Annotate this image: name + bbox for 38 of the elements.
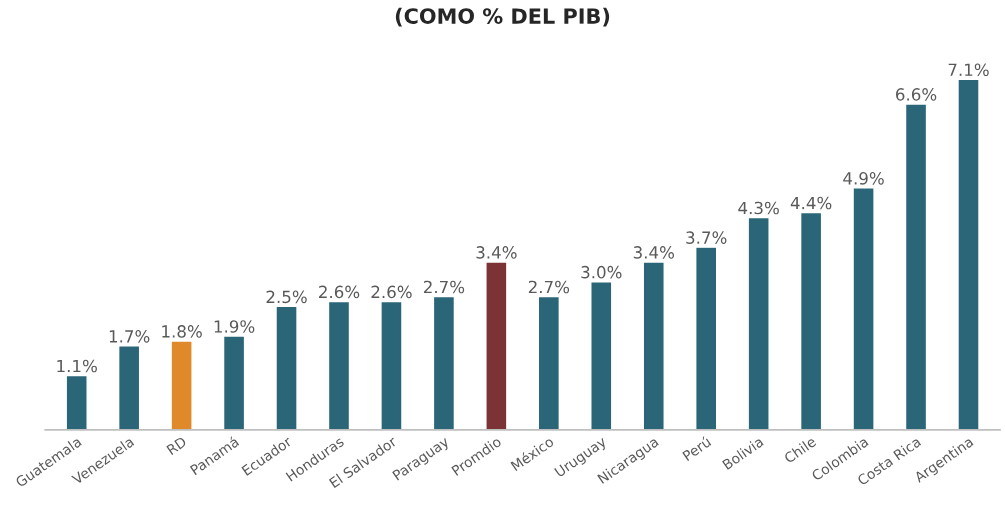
data-label: 2.6% — [371, 285, 412, 299]
bar — [327, 300, 351, 430]
data-label: 6.6% — [896, 88, 937, 101]
bar — [852, 187, 875, 430]
data-label: 2.6% — [319, 285, 360, 299]
data-label: 3.4% — [476, 246, 517, 259]
bar — [222, 335, 246, 430]
bar — [695, 246, 718, 430]
data-label: 4.4% — [790, 196, 832, 210]
data-label: 2.5% — [266, 290, 307, 304]
chart-title: (COMO % DEL PIB) — [395, 7, 610, 27]
bar — [275, 305, 298, 430]
data-label: 1.7% — [109, 330, 150, 343]
data-label: 4.9% — [843, 172, 884, 185]
data-label: 1.9% — [214, 320, 255, 333]
bar — [117, 345, 141, 430]
x-tick-label: RD — [166, 436, 187, 455]
bar — [537, 295, 561, 430]
bar — [747, 216, 770, 430]
data-label: 3.0% — [581, 265, 622, 279]
bar — [432, 295, 456, 430]
bar — [904, 103, 928, 430]
data-label: 2.7% — [423, 280, 465, 294]
bar — [799, 211, 823, 430]
bar — [957, 78, 980, 430]
bar — [642, 261, 665, 430]
bar — [485, 261, 508, 430]
bar — [170, 340, 193, 430]
data-label: 2.7% — [528, 280, 570, 294]
data-label: 3.4% — [633, 246, 674, 259]
data-label: 1.1% — [57, 359, 97, 373]
data-label: 7.1% — [948, 63, 989, 77]
bar — [590, 280, 613, 430]
bar — [380, 300, 403, 430]
data-label: 3.7% — [686, 231, 727, 244]
bar — [65, 374, 88, 430]
data-label: 1.8% — [162, 325, 202, 338]
data-label: 4.3% — [738, 201, 779, 215]
